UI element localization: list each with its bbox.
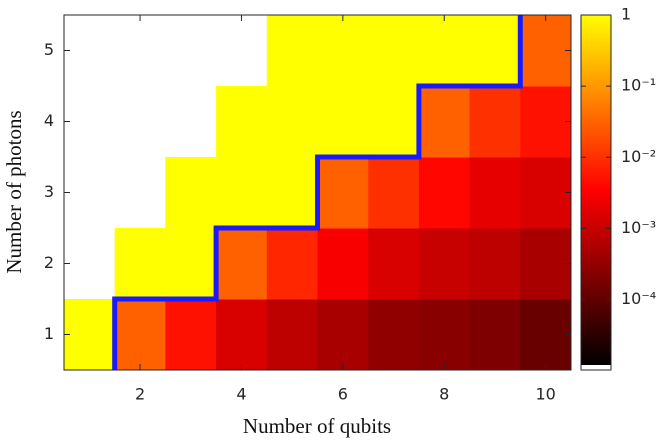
heatmap-cell [418,228,471,300]
heatmap-cell [368,157,420,229]
x-tick-label: 2 [135,385,145,404]
heatmap-cell [317,15,369,87]
y-tick-label: 2 [44,253,54,272]
heatmap-cell [368,15,420,87]
colorbar [581,15,611,365]
heatmap-cell [520,299,572,371]
y-axis-label: Number of photons [2,110,26,273]
x-tick-label: 8 [439,385,449,404]
colorbar-tick-label: 10⁻¹ [621,76,656,95]
y-tick-label: 1 [44,324,54,343]
heatmap-cell [266,299,318,371]
heatmap-cell [165,228,217,300]
heatmap-cell [418,15,471,87]
x-tick-label: 4 [236,385,246,404]
y-tick-label: 5 [44,40,54,59]
heatmap-cell [469,157,521,229]
heatmap-cell [165,157,217,229]
heatmap-cell [520,228,572,300]
heatmap-cell [317,157,369,229]
heatmap-cell [469,228,521,300]
heatmap-cell [266,15,318,87]
heatmap-cell [469,299,521,371]
x-tick-label: 6 [338,385,348,404]
heatmap-cell [165,299,217,371]
heatmap-cell [469,15,521,87]
colorbar-frame [580,14,612,371]
boundary-line [112,15,523,370]
heatmap-cell [266,228,318,300]
colorbar-tick-label: 10⁻³ [621,218,656,237]
x-axis-label: Number of qubits [243,414,391,438]
heatmap-cell [114,228,166,300]
heatmap-cell [317,228,369,300]
heatmap-cell [114,299,166,371]
heatmap-cell [216,157,268,229]
heatmap-cell [520,86,572,158]
colorbar-tick-label: 10⁻⁴ [621,289,656,308]
heatmap-cell [317,299,369,371]
heatmap-cell [469,86,521,158]
heatmap-cell [368,86,420,158]
heatmap-cell [216,86,268,158]
heatmap-cell [368,228,420,300]
y-tick-label: 3 [44,182,54,201]
heatmap-cell [216,299,268,371]
colorbar-tick-label: 1 [621,5,631,24]
heatmap-cell [216,228,268,300]
x-tick-label: 10 [535,385,555,404]
heatmap-cell [64,299,116,371]
y-tick-label: 4 [44,111,54,130]
heatmap-cell [266,86,318,158]
heatmap-cell [418,157,471,229]
heatmap-cell [520,15,572,87]
heatmap-cell [418,299,471,371]
heatmap-cell [520,157,572,229]
heatmap-cell [368,299,420,371]
colorbar-tick-label: 10⁻² [621,147,656,166]
heatmap-cell [317,86,369,158]
heatmap-cell [266,157,318,229]
heatmap-cell [418,86,471,158]
